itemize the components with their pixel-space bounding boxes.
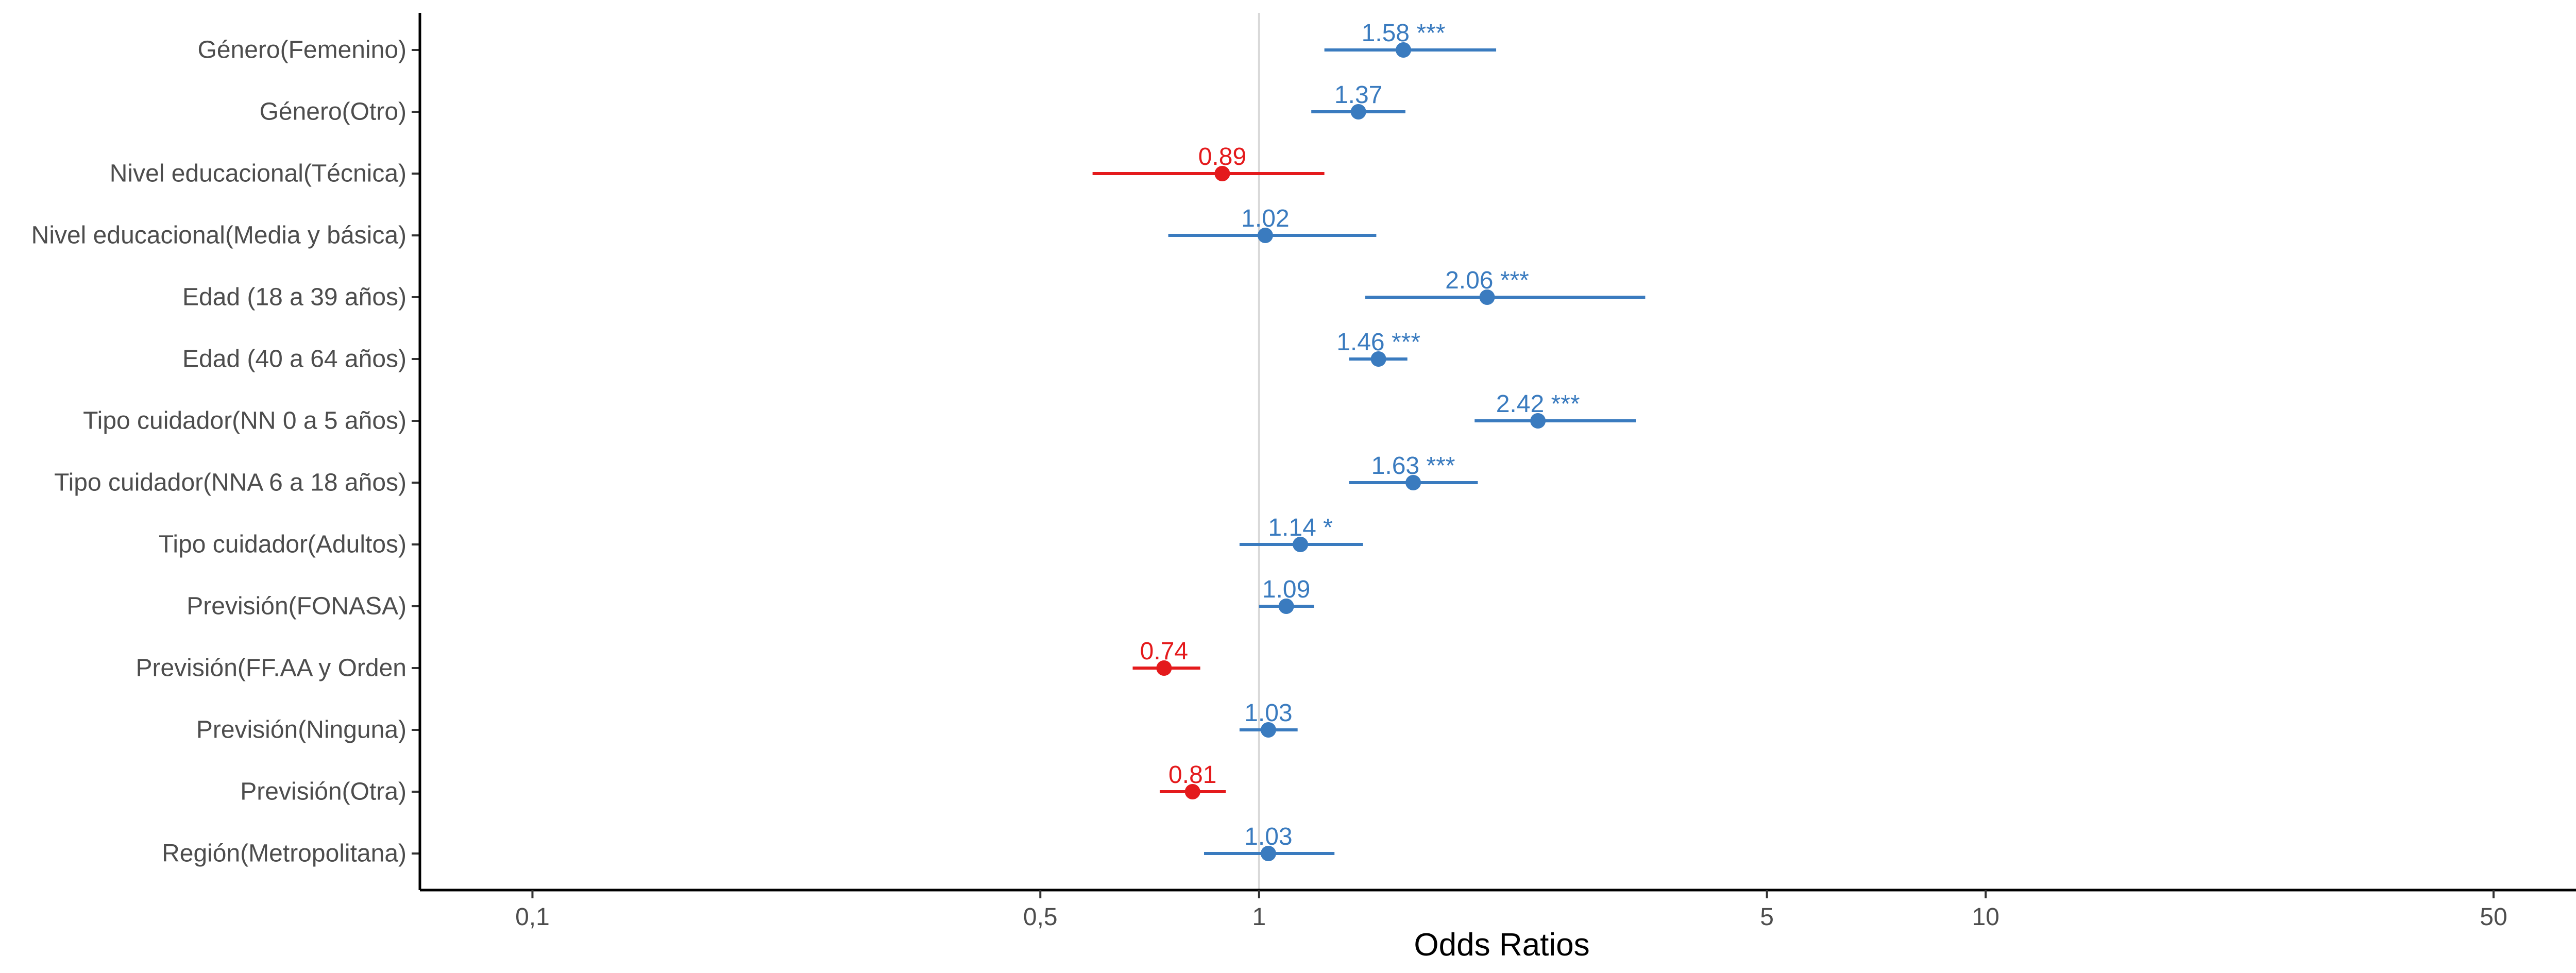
estimate-point	[1405, 475, 1421, 490]
value-label: 1.02	[1241, 205, 1289, 232]
y-tick-label: Nivel educacional(Técnica)	[110, 160, 406, 187]
estimate-point	[1530, 413, 1546, 429]
y-tick-label: Edad (40 a 64 años)	[182, 346, 406, 373]
y-tick-label: Edad (18 a 39 años)	[182, 284, 406, 311]
y-tick-label: Previsión(Ninguna)	[196, 716, 406, 744]
y-tick-label: Género(Femenino)	[197, 37, 406, 64]
value-label: 1.09	[1262, 576, 1310, 603]
x-tick-label: 5	[1760, 903, 1774, 931]
estimate-point	[1257, 228, 1273, 243]
value-label: 1.58 ***	[1362, 20, 1446, 47]
y-tick-label: Previsión(FONASA)	[187, 593, 406, 620]
value-label: 1.63 ***	[1371, 452, 1455, 480]
plot-area: 1.58 *** 1.37 0.89 1.02 2.06 *** 1.46 *** 2.42…	[1092, 13, 1646, 890]
value-label: 1.03	[1244, 699, 1292, 727]
y-tick-label: Previsión(FF.AA y Orden	[135, 655, 406, 682]
y-tick-label: Tipo cuidador(NNA 6 a 18 años)	[54, 469, 406, 497]
value-label: 0.89	[1198, 143, 1246, 170]
estimate-point	[1479, 289, 1495, 305]
estimate-point	[1395, 42, 1411, 58]
value-label: 1.37	[1334, 81, 1382, 109]
y-tick-label: Región(Metropolitana)	[162, 840, 406, 867]
estimate-point	[1293, 537, 1309, 552]
y-axis-labels: Género(Femenino) Género(Otro) Nivel educac…	[31, 37, 420, 867]
estimate-point	[1278, 599, 1294, 614]
value-label: 1.14 *	[1268, 514, 1332, 541]
estimate-point	[1260, 722, 1276, 738]
value-label: 1.03	[1244, 823, 1292, 850]
estimate-point	[1260, 846, 1276, 861]
x-tick-label: 10	[1972, 903, 1999, 931]
estimate-point	[1184, 784, 1200, 799]
x-tick-label: 50	[2480, 903, 2507, 931]
y-tick-label: Tipo cuidador(Adultos)	[159, 531, 406, 558]
estimate-point	[1350, 104, 1366, 120]
y-tick-label: Tipo cuidador(NN 0 a 5 años)	[83, 407, 406, 435]
x-tick-label: 0,5	[1023, 903, 1058, 931]
x-tick-label: 1	[1252, 903, 1266, 931]
value-label: 2.42 ***	[1496, 390, 1580, 418]
value-label: 1.46 ***	[1336, 329, 1420, 356]
value-label: 0.74	[1140, 638, 1188, 665]
value-label: 2.06 ***	[1445, 267, 1529, 294]
x-tick-label: 0,1	[515, 903, 550, 931]
x-axis: 0,1 0,5 1 5 10 50	[418, 13, 2576, 931]
y-tick-label: Género(Otro)	[260, 98, 406, 126]
y-tick-label: Nivel educacional(Media y básica)	[31, 222, 406, 249]
estimate-point	[1156, 660, 1172, 676]
value-label: 0.81	[1168, 761, 1216, 789]
estimate-point	[1214, 166, 1230, 181]
x-axis-title: Odds Ratios	[1414, 927, 1589, 963]
estimate-point	[1370, 351, 1386, 367]
y-tick-label: Previsión(Otra)	[240, 778, 406, 806]
